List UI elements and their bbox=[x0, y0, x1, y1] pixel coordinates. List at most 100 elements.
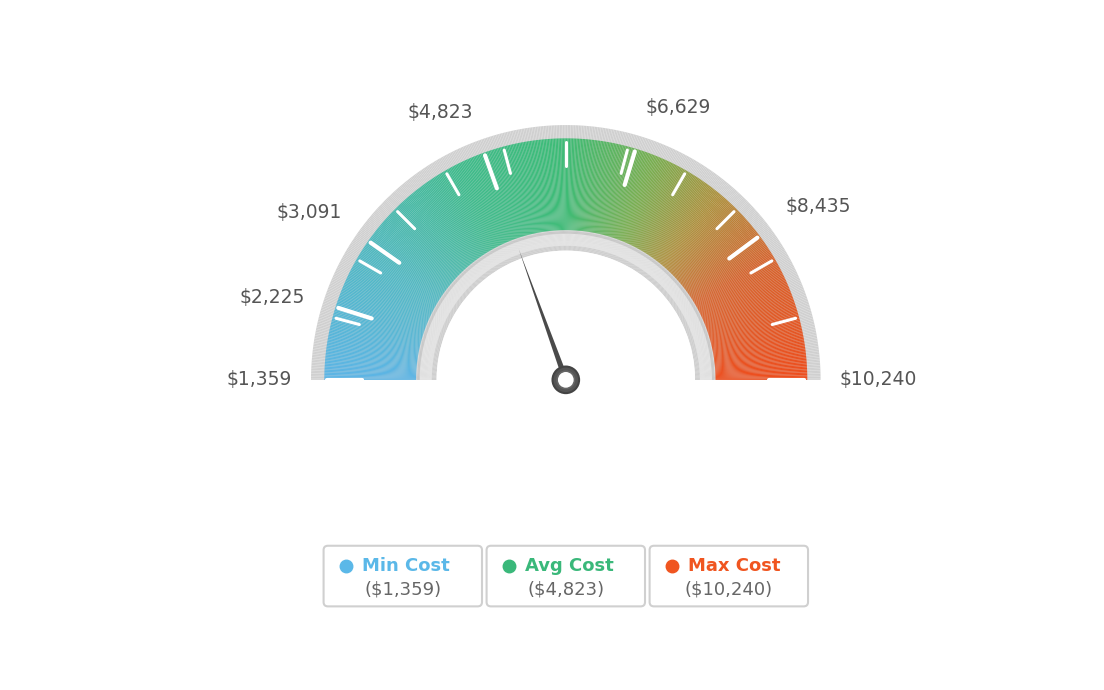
Wedge shape bbox=[697, 346, 708, 350]
Wedge shape bbox=[620, 155, 656, 241]
Wedge shape bbox=[703, 282, 787, 320]
Wedge shape bbox=[482, 259, 490, 270]
Wedge shape bbox=[447, 290, 464, 302]
Wedge shape bbox=[572, 232, 574, 251]
Wedge shape bbox=[645, 170, 712, 266]
Wedge shape bbox=[684, 246, 784, 308]
Wedge shape bbox=[397, 206, 461, 273]
Wedge shape bbox=[694, 368, 714, 371]
Wedge shape bbox=[715, 365, 807, 371]
Wedge shape bbox=[558, 125, 562, 241]
Wedge shape bbox=[668, 290, 684, 302]
Wedge shape bbox=[572, 139, 577, 230]
Wedge shape bbox=[471, 157, 508, 242]
Wedge shape bbox=[425, 338, 437, 342]
Wedge shape bbox=[698, 352, 709, 355]
Wedge shape bbox=[569, 231, 571, 250]
Wedge shape bbox=[486, 257, 493, 268]
Wedge shape bbox=[554, 232, 556, 251]
Wedge shape bbox=[714, 348, 806, 361]
Wedge shape bbox=[696, 290, 805, 332]
Wedge shape bbox=[445, 293, 460, 305]
Wedge shape bbox=[336, 306, 423, 335]
Wedge shape bbox=[680, 304, 691, 311]
Wedge shape bbox=[431, 318, 448, 327]
Wedge shape bbox=[681, 306, 692, 313]
Wedge shape bbox=[700, 275, 784, 315]
Wedge shape bbox=[517, 130, 540, 244]
Wedge shape bbox=[649, 179, 701, 256]
Wedge shape bbox=[566, 125, 569, 241]
Wedge shape bbox=[550, 235, 552, 246]
Wedge shape bbox=[645, 262, 652, 272]
Wedge shape bbox=[393, 192, 473, 278]
Wedge shape bbox=[603, 237, 609, 256]
Wedge shape bbox=[509, 145, 531, 235]
Wedge shape bbox=[469, 144, 513, 251]
Wedge shape bbox=[647, 172, 715, 268]
Wedge shape bbox=[467, 271, 476, 281]
Polygon shape bbox=[519, 249, 569, 389]
Wedge shape bbox=[421, 365, 433, 367]
Wedge shape bbox=[333, 311, 423, 338]
Wedge shape bbox=[618, 244, 626, 262]
Wedge shape bbox=[704, 354, 819, 367]
Wedge shape bbox=[510, 241, 518, 260]
Wedge shape bbox=[671, 290, 681, 297]
Wedge shape bbox=[396, 207, 461, 273]
Wedge shape bbox=[601, 239, 605, 250]
Wedge shape bbox=[613, 241, 620, 259]
Wedge shape bbox=[699, 361, 711, 363]
Wedge shape bbox=[574, 232, 576, 251]
Wedge shape bbox=[602, 133, 633, 246]
Wedge shape bbox=[328, 337, 418, 355]
Wedge shape bbox=[539, 234, 543, 253]
Wedge shape bbox=[519, 143, 538, 233]
Wedge shape bbox=[640, 170, 688, 250]
Wedge shape bbox=[692, 346, 711, 352]
Wedge shape bbox=[501, 248, 507, 259]
Wedge shape bbox=[509, 245, 514, 256]
Wedge shape bbox=[703, 351, 819, 365]
Wedge shape bbox=[464, 275, 473, 284]
Wedge shape bbox=[439, 174, 488, 253]
Wedge shape bbox=[554, 234, 555, 246]
Wedge shape bbox=[571, 139, 575, 230]
Wedge shape bbox=[534, 127, 550, 242]
Wedge shape bbox=[428, 328, 440, 334]
Wedge shape bbox=[468, 267, 481, 282]
Wedge shape bbox=[661, 278, 671, 287]
Wedge shape bbox=[705, 293, 792, 326]
Wedge shape bbox=[693, 355, 712, 359]
Wedge shape bbox=[421, 367, 433, 369]
Wedge shape bbox=[359, 230, 454, 299]
Wedge shape bbox=[488, 150, 519, 238]
Text: $8,435: $8,435 bbox=[786, 197, 851, 217]
Wedge shape bbox=[675, 215, 743, 278]
Wedge shape bbox=[580, 235, 582, 246]
Wedge shape bbox=[439, 158, 498, 259]
Wedge shape bbox=[715, 373, 807, 376]
Wedge shape bbox=[679, 221, 749, 282]
Wedge shape bbox=[641, 259, 654, 275]
Wedge shape bbox=[367, 243, 443, 296]
Wedge shape bbox=[470, 157, 507, 242]
Wedge shape bbox=[514, 144, 535, 233]
Wedge shape bbox=[669, 287, 679, 295]
Wedge shape bbox=[553, 126, 560, 242]
Wedge shape bbox=[535, 235, 540, 253]
Wedge shape bbox=[687, 317, 698, 323]
Wedge shape bbox=[339, 263, 443, 317]
Wedge shape bbox=[667, 204, 752, 285]
Wedge shape bbox=[375, 230, 448, 288]
Wedge shape bbox=[671, 295, 688, 306]
Wedge shape bbox=[693, 335, 705, 340]
Wedge shape bbox=[661, 195, 743, 280]
Wedge shape bbox=[651, 179, 723, 270]
Wedge shape bbox=[338, 264, 442, 317]
Wedge shape bbox=[446, 296, 456, 304]
Wedge shape bbox=[654, 184, 709, 259]
Wedge shape bbox=[343, 286, 428, 322]
Wedge shape bbox=[607, 241, 612, 253]
Wedge shape bbox=[692, 273, 798, 322]
